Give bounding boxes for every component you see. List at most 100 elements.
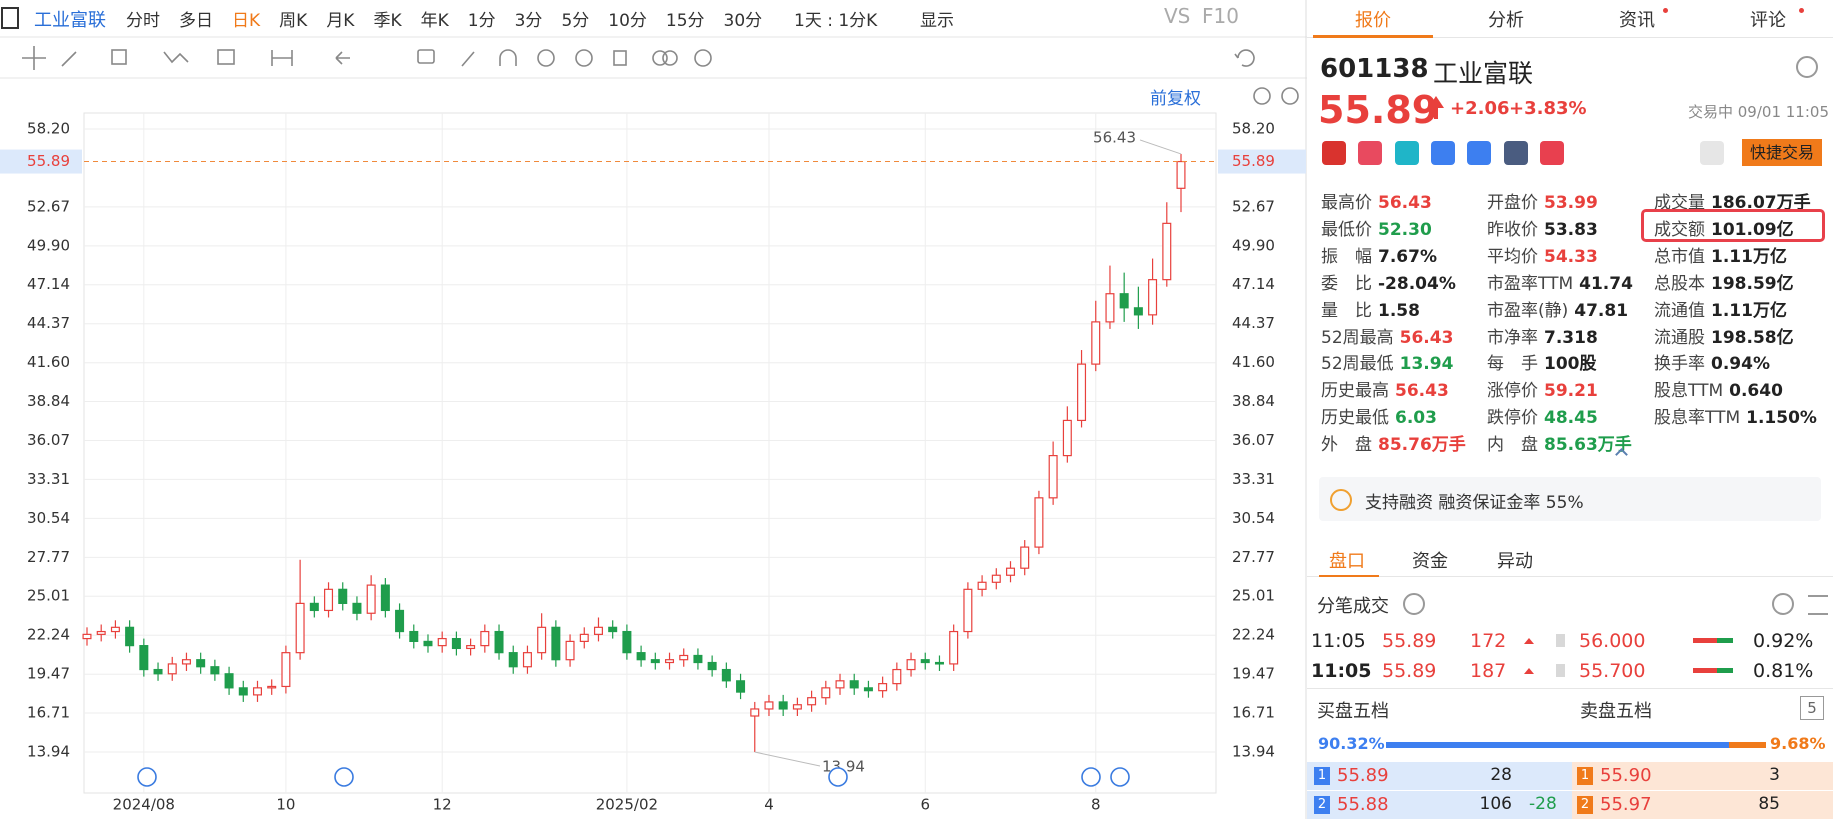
magnet-tool[interactable] <box>499 49 517 66</box>
settings-gear[interactable] <box>1796 56 1818 78</box>
quick-trade-button[interactable]: 快捷交易 <box>1742 139 1822 166</box>
quote-field: 内 盘 85.63万手 <box>1487 430 1632 455</box>
quote-tab[interactable]: 评论 <box>1750 10 1786 31</box>
interval-select[interactable]: 1天 : 1分K <box>794 11 878 31</box>
candle-body <box>764 701 774 710</box>
f10-button[interactable]: F10 <box>1202 4 1239 28</box>
y-tick-label-right: 25.01 <box>1232 587 1275 605</box>
period-tab[interactable]: 10分 <box>608 11 647 31</box>
period-tab[interactable]: 周K <box>279 11 308 31</box>
period-tab[interactable]: 年K <box>420 11 449 31</box>
candle-body <box>1034 497 1044 548</box>
field-label: 昨收价 <box>1487 219 1538 240</box>
period-tab[interactable]: 30分 <box>723 11 763 31</box>
overlay-tool-2[interactable] <box>662 50 678 66</box>
feature-icon[interactable] <box>1358 141 1383 165</box>
alert-bell[interactable] <box>1700 141 1724 165</box>
candle-body <box>494 630 504 654</box>
event-marker[interactable] <box>1081 767 1101 787</box>
feature-icon[interactable] <box>1322 141 1346 165</box>
kline-chart: 13.94 13.94 16.71 16.71 19.47 19.47 22.24 22.24… <box>0 0 1307 819</box>
quote-field: 量 比 1.58 <box>1321 296 1420 321</box>
period-tab[interactable]: 5分 <box>561 11 590 31</box>
field-label: 跌停价 <box>1487 408 1538 429</box>
line-tool[interactable] <box>61 51 77 67</box>
period-tab[interactable]: 季K <box>373 11 402 31</box>
quote-tab[interactable]: 资讯 <box>1619 10 1655 31</box>
field-label: 流通股 <box>1654 327 1705 348</box>
feature-icon[interactable] <box>1394 141 1419 165</box>
sell-row-bg <box>1572 762 1833 790</box>
zoom-in[interactable] <box>1281 87 1299 105</box>
display-select[interactable]: 显示 <box>920 11 954 31</box>
high-annotation: 56.43 <box>1093 128 1136 146</box>
lock-tool[interactable] <box>537 49 555 67</box>
event-marker[interactable] <box>137 767 157 787</box>
polyline-tool[interactable] <box>163 51 189 64</box>
tick-bid: 55.700 <box>1579 659 1646 682</box>
field-value: 1.11万亿 <box>1711 300 1787 321</box>
feature-icon[interactable] <box>1467 141 1492 165</box>
comment-tool[interactable] <box>417 49 435 64</box>
event-marker[interactable] <box>334 767 354 787</box>
more-icon[interactable] <box>1772 593 1794 615</box>
period-tab[interactable]: 15分 <box>665 11 705 31</box>
period-tab[interactable]: 分时 <box>126 11 160 31</box>
reset-icon[interactable] <box>1234 49 1255 67</box>
feature-icon[interactable] <box>1503 141 1528 165</box>
candle-body <box>892 668 902 685</box>
sidebar-toggle-icon[interactable] <box>1 7 19 29</box>
event-marker[interactable] <box>1110 767 1130 787</box>
field-value: 47.81 <box>1574 300 1629 321</box>
period-tab[interactable]: 1分 <box>467 11 496 31</box>
zoom-out[interactable] <box>1253 87 1271 105</box>
arrow-tool[interactable] <box>335 51 350 65</box>
delete-tool[interactable] <box>613 50 627 66</box>
trade-status: 交易中 09/01 11:05 <box>1688 103 1829 121</box>
measure-tool[interactable] <box>217 49 235 65</box>
period-tab[interactable]: 3分 <box>514 11 543 31</box>
panel-tab[interactable]: 资金 <box>1412 551 1448 572</box>
quote-tab[interactable]: 分析 <box>1488 10 1524 31</box>
ray-tool[interactable] <box>461 51 475 67</box>
tick-bid: 56.000 <box>1579 630 1646 652</box>
quote-field: 成交量 186.07万手 <box>1654 188 1811 213</box>
quote-field: 跌停价 48.45 <box>1487 403 1598 428</box>
candle-body <box>963 588 973 633</box>
range-tool[interactable] <box>271 50 293 66</box>
candle-body <box>1077 363 1087 422</box>
quote-field: 外 盘 85.76万手 <box>1321 430 1466 455</box>
info-icon[interactable] <box>1403 593 1425 615</box>
y-tick-label-right: 52.67 <box>1232 197 1275 215</box>
period-tab[interactable]: 日K <box>232 11 261 31</box>
settings-tool[interactable] <box>694 49 712 67</box>
candle-body <box>380 584 390 612</box>
period-tab[interactable]: 多日 <box>179 11 213 31</box>
field-label: 市盈率(静) <box>1487 300 1569 321</box>
compare-button[interactable]: VS <box>1164 4 1191 28</box>
quote-tab[interactable]: 报价 <box>1355 10 1391 31</box>
list-icon[interactable] <box>1808 595 1828 615</box>
candle-body <box>849 680 859 689</box>
candle-body <box>721 668 731 682</box>
depth-button[interactable]: 5 <box>1800 696 1824 720</box>
hide-tool[interactable] <box>575 49 593 67</box>
feature-icon[interactable] <box>1539 141 1564 165</box>
feature-icon[interactable] <box>1430 141 1455 165</box>
panel-tab[interactable]: 异动 <box>1497 551 1533 572</box>
move-tool[interactable] <box>22 46 46 70</box>
last-price-badge-right <box>1218 149 1306 174</box>
y-tick-label-left: 19.47 <box>27 665 70 683</box>
event-marker[interactable] <box>828 767 848 787</box>
panel-tab[interactable]: 盘口 <box>1329 551 1365 572</box>
adjust-select[interactable]: 前复权 <box>1150 89 1201 109</box>
field-value: 1.150% <box>1746 408 1817 429</box>
stock-name[interactable]: 工业富联 <box>34 10 106 31</box>
y-tick-label-left: 36.07 <box>27 431 70 449</box>
overlay-tool[interactable] <box>652 50 668 66</box>
shape-tool[interactable] <box>111 49 127 65</box>
period-tab[interactable]: 月K <box>326 11 355 31</box>
buy-change: -28 <box>1529 794 1557 814</box>
candle-body <box>1162 222 1172 281</box>
quote-field: 52周最高 56.43 <box>1321 323 1453 348</box>
